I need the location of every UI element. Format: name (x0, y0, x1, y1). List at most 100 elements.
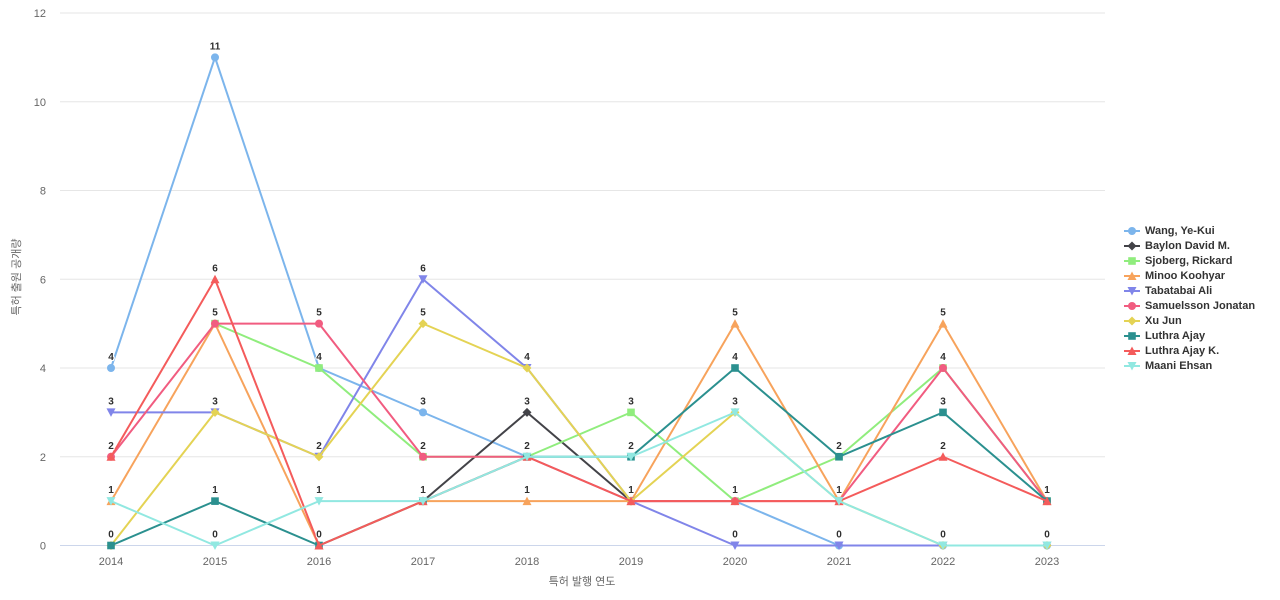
legend-item-minoo-koohyar[interactable]: Minoo Koohyar (1124, 268, 1255, 283)
data-point-marker[interactable] (835, 452, 843, 461)
series-maani-ehsan (106, 408, 1052, 551)
series-line-tabatabai-ali (110, 278, 1048, 547)
data-point-marker[interactable] (419, 452, 427, 461)
data-point-marker[interactable] (730, 496, 740, 506)
data-label: 2 (108, 441, 114, 452)
data-label: 4 (940, 352, 946, 363)
legend-item-luthra-ajay[interactable]: Luthra Ajay (1124, 328, 1255, 343)
data-point-marker[interactable] (730, 541, 740, 551)
x-tick-label: 2021 (827, 556, 851, 568)
data-point-marker[interactable] (1042, 541, 1052, 551)
data-point-marker[interactable] (418, 319, 428, 329)
data-label: 0 (836, 530, 842, 541)
data-label: 3 (420, 396, 426, 407)
series-samuelsson-jonatan (107, 319, 1051, 506)
legend-marker-icon (1124, 346, 1140, 355)
legend-label: Maani Ehsan (1145, 359, 1213, 372)
data-label: 0 (212, 530, 218, 541)
data-label: 0 (940, 530, 946, 541)
data-point-marker[interactable] (1127, 271, 1137, 280)
data-label: 1 (212, 485, 218, 496)
data-point-marker[interactable] (106, 408, 116, 417)
data-point-marker[interactable] (1127, 316, 1137, 325)
data-point-marker[interactable] (419, 408, 427, 417)
x-tick-label: 2015 (203, 556, 227, 568)
data-label: 0 (1044, 530, 1050, 541)
data-point-marker[interactable] (211, 319, 219, 328)
data-point-marker[interactable] (730, 319, 740, 328)
data-point-marker[interactable] (1127, 286, 1137, 296)
data-point-marker[interactable] (1128, 301, 1136, 310)
data-point-marker[interactable] (627, 408, 635, 417)
data-point-marker[interactable] (522, 363, 532, 373)
y-tick-label: 8 (40, 186, 46, 198)
series-line-samuelsson-jonatan (110, 322, 1048, 503)
legend-label: Minoo Koohyar (1145, 269, 1226, 282)
data-point-marker[interactable] (315, 364, 323, 372)
data-label: 1 (420, 485, 426, 496)
data-point-marker[interactable] (314, 541, 324, 550)
data-point-marker[interactable] (211, 53, 219, 62)
legend-item-tabatabai-ali[interactable]: Tabatabai Ali (1124, 283, 1255, 298)
legend-item-luthra-ajay-k[interactable]: Luthra Ajay K. (1124, 343, 1255, 358)
data-label: 3 (628, 396, 634, 407)
data-point-marker[interactable] (730, 408, 740, 417)
data-point-marker[interactable] (522, 496, 532, 506)
data-point-marker[interactable] (939, 408, 947, 417)
data-point-marker[interactable] (1128, 256, 1136, 265)
data-point-marker[interactable] (938, 541, 948, 551)
legend-item-samuelsson-jonatan[interactable]: Samuelsson Jonatan (1124, 298, 1255, 313)
data-point-marker[interactable] (106, 497, 116, 506)
data-point-marker[interactable] (107, 541, 115, 550)
data-label: 4 (732, 352, 738, 363)
legend-label: Sjoberg, Rickard (1145, 254, 1233, 267)
data-point-marker[interactable] (1042, 496, 1052, 506)
data-label: 1 (628, 485, 634, 496)
data-label: 3 (524, 396, 530, 407)
legend-marker-icon (1124, 361, 1140, 371)
data-point-marker[interactable] (626, 496, 636, 506)
data-label: 1 (1044, 485, 1050, 496)
data-label: 3 (732, 396, 738, 407)
data-point-marker[interactable] (314, 497, 324, 506)
data-point-marker[interactable] (834, 497, 844, 506)
data-point-marker[interactable] (938, 452, 948, 461)
legend-item-maani-ehsan[interactable]: Maani Ehsan (1124, 358, 1255, 373)
data-label: 5 (420, 308, 426, 319)
data-point-marker[interactable] (939, 364, 947, 372)
data-point-marker[interactable] (1127, 361, 1137, 371)
data-label: 2 (628, 441, 634, 452)
data-point-marker[interactable] (522, 407, 532, 417)
data-point-marker[interactable] (210, 407, 220, 417)
x-tick-label: 2019 (619, 556, 643, 568)
data-point-marker[interactable] (1128, 226, 1136, 235)
data-point-marker[interactable] (938, 319, 948, 328)
data-point-marker[interactable] (626, 452, 636, 462)
data-label: 2 (420, 441, 426, 452)
legend-marker-icon (1124, 241, 1140, 250)
data-point-marker[interactable] (1127, 241, 1137, 250)
data-point-marker[interactable] (1128, 331, 1136, 340)
data-point-marker[interactable] (210, 541, 220, 551)
legend-item-xu-jun[interactable]: Xu Jun (1124, 313, 1255, 328)
legend-item-wang-ye-kui[interactable]: Wang, Ye-Kui (1124, 223, 1255, 238)
data-point-marker[interactable] (315, 319, 323, 328)
legend-item-baylon-david-m[interactable]: Baylon David M. (1124, 238, 1255, 253)
data-point-marker[interactable] (522, 452, 532, 462)
data-point-marker[interactable] (106, 452, 116, 461)
y-tick-label: 12 (34, 8, 46, 20)
data-point-marker[interactable] (314, 452, 324, 462)
x-tick-label: 2017 (411, 556, 435, 568)
data-point-marker[interactable] (210, 274, 220, 284)
data-point-marker[interactable] (418, 275, 428, 284)
data-point-marker[interactable] (1127, 346, 1137, 355)
data-point-marker[interactable] (107, 364, 115, 372)
y-tick-label: 6 (40, 274, 46, 286)
data-point-marker[interactable] (731, 364, 739, 372)
data-point-marker[interactable] (834, 541, 844, 551)
legend-item-sjoberg-rickard[interactable]: Sjoberg, Rickard (1124, 253, 1255, 268)
legend-label: Tabatabai Ali (1145, 284, 1213, 297)
data-point-marker[interactable] (211, 497, 219, 505)
data-point-marker[interactable] (418, 497, 428, 506)
